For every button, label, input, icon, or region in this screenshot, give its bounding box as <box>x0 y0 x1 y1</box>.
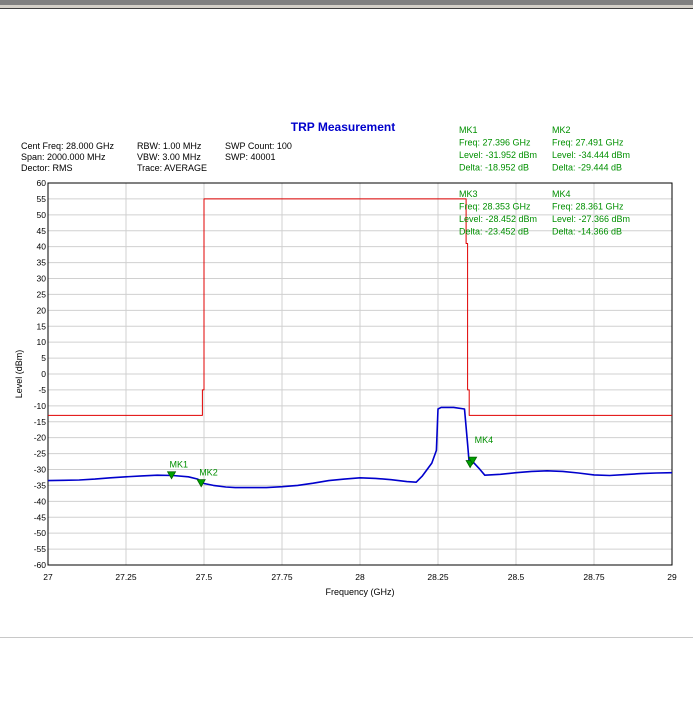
info-text: SWP: 40001 <box>225 152 276 162</box>
y-tick-label: -30 <box>34 465 47 475</box>
y-tick-label: 25 <box>37 289 47 299</box>
y-tick-label: 40 <box>37 242 47 252</box>
y-tick-label: 45 <box>37 226 47 236</box>
x-tick-label: 27.75 <box>271 572 293 582</box>
marker-label: MK4 <box>475 435 494 445</box>
marker-table-text: Level: -28.452 dBm <box>459 214 537 224</box>
x-tick-label: 28 <box>355 572 365 582</box>
y-tick-label: 50 <box>37 210 47 220</box>
info-text: Span: 2000.000 MHz <box>21 152 106 162</box>
marker-table-text: MK3 <box>459 189 478 199</box>
y-tick-label: -35 <box>34 480 47 490</box>
y-axis-label: Level (dBm) <box>14 350 24 399</box>
x-tick-label: 28.5 <box>508 572 525 582</box>
limit-line <box>48 198 672 416</box>
y-tick-label: 30 <box>37 274 47 284</box>
x-tick-label: 29 <box>667 572 677 582</box>
y-tick-label: -60 <box>34 560 47 570</box>
sweep-settings: Cent Freq: 28.000 GHz RBW: 1.00 MHz SWP Co… <box>21 141 292 173</box>
y-tick-label: 5 <box>41 353 46 363</box>
y-tick-label: -45 <box>34 512 47 522</box>
x-tick-label: 28.75 <box>583 572 605 582</box>
y-tick-label: -20 <box>34 433 47 443</box>
window-top-bar <box>0 0 693 9</box>
info-text: Trace: AVERAGE <box>137 163 207 173</box>
markers: MK1 MK2 MK4 <box>166 435 494 488</box>
marker-label: MK1 <box>170 460 189 470</box>
y-tick-label: -15 <box>34 417 47 427</box>
chart-title: TRP Measurement <box>291 120 395 134</box>
marker-table-text: Level: -27.366 dBm <box>552 214 630 224</box>
marker-table: MK1 Freq: 27.396 GHz Level: -31.952 dBm Del… <box>459 125 630 237</box>
marker-table-text: Delta: -18.952 dB <box>459 163 529 173</box>
y-tick-label: 0 <box>41 369 46 379</box>
measurement-trace <box>47 406 673 489</box>
y-tick-label: 10 <box>37 337 47 347</box>
y-tick-label: 35 <box>37 258 47 268</box>
y-tick-label: 15 <box>37 321 47 331</box>
y-tick-label: -50 <box>34 528 47 538</box>
y-tick-label: -25 <box>34 449 47 459</box>
x-tick-label: 27 <box>43 572 53 582</box>
marker-table-text: Freq: 28.361 GHz <box>552 202 624 212</box>
y-tick-label: 60 <box>37 178 47 188</box>
marker-table-text: Delta: -14.366 dB <box>552 227 622 237</box>
marker-triangle <box>166 471 177 480</box>
y-tick-label: 20 <box>37 305 47 315</box>
x-axis-label: Frequency (GHz) <box>325 587 394 597</box>
series <box>47 198 673 489</box>
marker-table-text: Level: -34.444 dBm <box>552 150 630 160</box>
y-tick-label: -55 <box>34 544 47 554</box>
y-axis-ticks: 605550454035302520151050-5-10-15-20-25-3… <box>34 178 47 570</box>
y-tick-label: -40 <box>34 496 47 506</box>
marker-triangle <box>467 456 478 465</box>
plot-frame <box>47 182 673 566</box>
marker-label: MK2 <box>199 468 218 478</box>
marker-table-text: MK4 <box>552 189 571 199</box>
y-tick-label: -5 <box>38 385 46 395</box>
marker-table-text: Level: -31.952 dBm <box>459 150 537 160</box>
bottom-divider <box>0 637 693 638</box>
grid <box>47 182 673 566</box>
y-tick-label: 55 <box>37 194 47 204</box>
x-tick-label: 27.25 <box>115 572 137 582</box>
marker-table-text: Freq: 27.396 GHz <box>459 138 531 148</box>
x-tick-label: 27.5 <box>196 572 213 582</box>
marker-table-text: Delta: -23.452 dB <box>459 227 529 237</box>
marker-table-text: Freq: 27.491 GHz <box>552 138 624 148</box>
info-text: Cent Freq: 28.000 GHz <box>21 141 115 151</box>
marker-triangle <box>196 479 206 488</box>
y-tick-label: -10 <box>34 401 47 411</box>
marker-table-text: MK1 <box>459 125 478 135</box>
x-axis-ticks: 27 27.25 27.5 27.75 28 28.25 28.5 28.75 29 <box>43 572 677 582</box>
info-text: SWP Count: 100 <box>225 141 292 151</box>
info-text: VBW: 3.00 MHz <box>137 152 201 162</box>
marker-table-text: Freq: 28.353 GHz <box>459 202 531 212</box>
x-tick-label: 28.25 <box>427 572 449 582</box>
info-text: Dector: RMS <box>21 163 73 173</box>
marker-table-text: Delta: -29.444 dB <box>552 163 622 173</box>
marker-table-text: MK2 <box>552 125 571 135</box>
info-text: RBW: 1.00 MHz <box>137 141 202 151</box>
window-top-bar-shade <box>0 0 693 5</box>
